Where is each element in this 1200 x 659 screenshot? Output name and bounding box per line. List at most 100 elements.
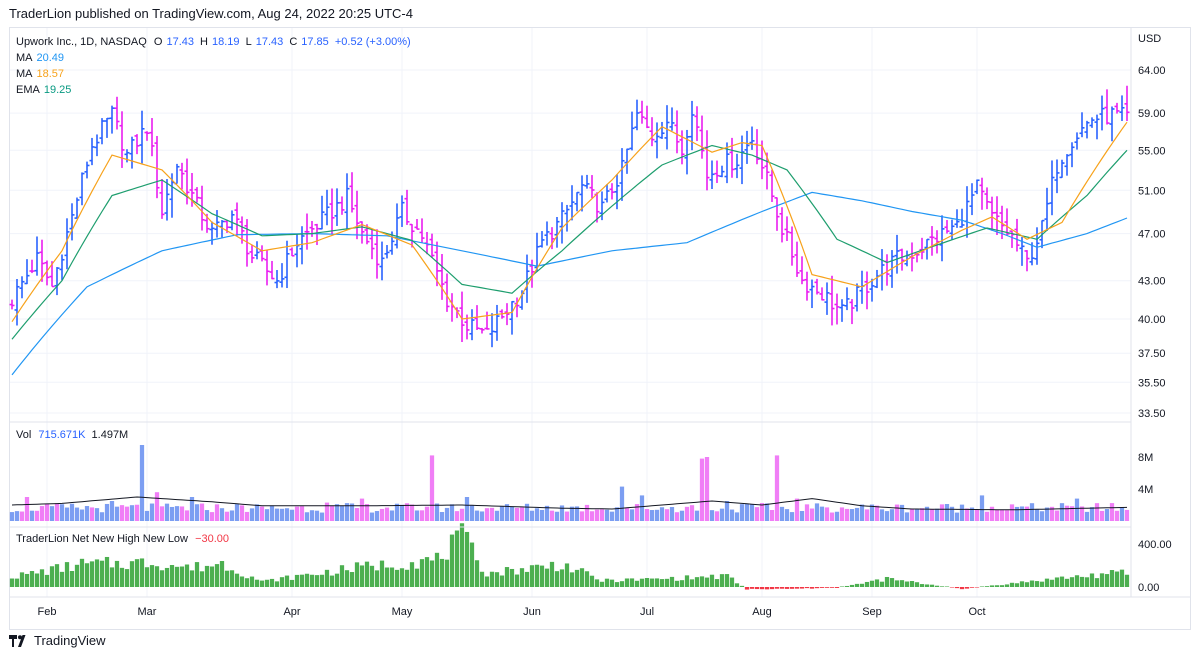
ohlc-bar <box>1109 106 1115 142</box>
ohlc-bar <box>674 110 680 154</box>
indicator-bar <box>889 578 895 587</box>
ohlc-bar <box>584 174 590 189</box>
indicator-bar <box>804 587 810 589</box>
volume-bar <box>569 506 575 521</box>
indicator-bar <box>379 560 385 587</box>
ohlc-bar <box>429 233 435 258</box>
ohlc-bar <box>419 218 425 243</box>
volume-bar <box>914 509 920 521</box>
volume-bar <box>744 503 750 521</box>
ohlc-bar <box>879 249 885 291</box>
indicator-bar <box>459 523 465 587</box>
indicator-bar <box>989 585 995 587</box>
volume-bar <box>849 509 855 521</box>
indicator-tick-label: 400.00 <box>1138 539 1172 551</box>
volume-bar <box>309 510 315 521</box>
ohlc-bar <box>209 221 215 245</box>
indicator-bar <box>449 534 455 587</box>
ma1-row[interactable]: MA 20.49 <box>16 52 65 64</box>
ohlc-bar <box>439 254 445 300</box>
ohlc-bar <box>269 260 275 280</box>
indicator-bar <box>964 587 970 589</box>
indicator-bar <box>749 587 755 589</box>
ohlc-bar <box>39 239 45 282</box>
ohlc-bar <box>854 283 860 312</box>
month-label: Jun <box>523 606 541 618</box>
ohlc-bar <box>329 188 335 234</box>
symbol-name[interactable]: Upwork Inc., 1D, NASDAQ <box>16 36 147 48</box>
indicator-bar <box>569 572 575 587</box>
indicator-bar <box>844 585 850 587</box>
indicator-bar <box>69 571 75 587</box>
indicator-bar <box>759 587 765 590</box>
ma2-row[interactable]: MA 18.57 <box>16 68 65 80</box>
indicator-bar <box>734 583 740 587</box>
ohlc-bar <box>199 185 205 231</box>
volume-bar <box>774 455 780 521</box>
indicator-tick-label: 0.00 <box>1138 582 1159 594</box>
volume-bar <box>119 505 125 521</box>
volume-bar <box>709 510 715 521</box>
ohlc-bar <box>1079 112 1085 138</box>
indicator-bar <box>534 564 540 587</box>
indicator-bar <box>869 580 875 587</box>
ohlc-bar <box>1074 132 1080 150</box>
month-label: Mar <box>138 606 157 618</box>
ohlc-bar <box>369 229 375 260</box>
volume-bar <box>304 512 310 521</box>
volume-bar <box>1029 503 1035 521</box>
indicator-bar <box>484 576 490 587</box>
volume-bar <box>19 511 25 521</box>
ohlc-bar <box>434 241 440 287</box>
volume-bar <box>374 511 380 521</box>
volume-bar <box>1094 503 1100 521</box>
tradingview-logo-icon[interactable] <box>9 634 29 647</box>
volume-bar <box>624 508 630 521</box>
volume-bar <box>314 510 320 521</box>
indicator-bar <box>754 587 760 590</box>
indicator-bar <box>234 573 240 587</box>
ohlc-bar <box>544 221 550 246</box>
ohlc-bar <box>1124 85 1130 122</box>
volume-bar <box>954 512 960 521</box>
ohlc-bar <box>49 261 55 288</box>
ohlc-bar <box>809 279 815 309</box>
indicator-bar <box>959 587 965 590</box>
indicator-bar <box>404 569 410 587</box>
indicator-bar <box>764 587 770 590</box>
indicator-bar <box>489 571 495 587</box>
indicator-legend[interactable]: TraderLion Net New High New Low −30.00 <box>16 533 230 545</box>
ema-row[interactable]: EMA 19.25 <box>16 84 72 96</box>
ohlc-bar <box>984 187 990 210</box>
indicator-bar <box>289 579 295 587</box>
volume-bar <box>239 505 245 521</box>
volume-bar <box>269 505 275 521</box>
ohlc-bar <box>114 96 120 130</box>
volume-bar <box>684 506 690 521</box>
volume-bar <box>834 511 840 521</box>
ohlc-bar <box>349 172 355 213</box>
ohlc-bar <box>129 136 135 169</box>
indicator-bar <box>689 579 695 587</box>
volume-bar <box>634 504 640 521</box>
volume-legend[interactable]: Vol 715.671K 1.497M <box>16 429 129 441</box>
volume-bar <box>1069 506 1075 521</box>
volume-bar <box>564 511 570 521</box>
indicator-bar <box>629 578 635 587</box>
indicator-bar <box>339 565 345 587</box>
ohlc-bar <box>969 183 975 216</box>
indicator-bar <box>209 566 215 587</box>
indicator-bar <box>199 571 205 587</box>
volume-bar <box>479 511 485 521</box>
indicator-bar <box>439 558 445 587</box>
indicator-bar <box>194 562 200 587</box>
indicator-bar <box>14 578 20 587</box>
indicator-bar <box>969 587 975 588</box>
indicator-bar <box>349 572 355 587</box>
ohlc-bar <box>864 271 870 310</box>
ohlc-bar <box>734 153 740 179</box>
indicator-bar <box>394 569 400 587</box>
ohlc-bar <box>354 190 360 240</box>
